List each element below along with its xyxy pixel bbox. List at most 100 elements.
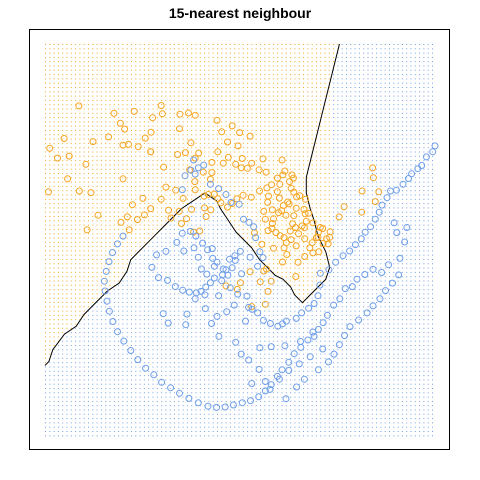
grid-dot xyxy=(139,435,141,437)
grid-dot xyxy=(152,345,154,346)
grid-dot xyxy=(195,211,197,213)
grid-dot xyxy=(212,194,214,196)
grid-dot xyxy=(88,74,89,76)
grid-dot xyxy=(182,224,184,226)
grid-dot xyxy=(182,276,184,278)
grid-dot xyxy=(131,422,132,424)
grid-dot xyxy=(152,289,154,291)
grid-dot xyxy=(92,99,94,101)
grid-dot xyxy=(49,108,51,110)
grid-dot xyxy=(255,173,257,174)
grid-dot xyxy=(75,357,77,359)
grid-dot xyxy=(169,142,171,144)
grid-dot xyxy=(251,52,253,54)
grid-dot xyxy=(109,400,111,402)
grid-dot xyxy=(204,177,206,179)
grid-dot xyxy=(118,185,120,187)
grid-dot xyxy=(182,379,184,381)
grid-dot xyxy=(255,405,257,407)
grid-dot xyxy=(53,48,55,50)
grid-dot xyxy=(204,426,206,428)
grid-dot xyxy=(182,297,184,299)
grid-dot xyxy=(131,345,132,346)
grid-dot xyxy=(92,409,94,411)
grid-dot xyxy=(178,147,180,149)
grid-dot xyxy=(260,345,261,346)
grid-dot xyxy=(156,190,158,192)
grid-dot xyxy=(229,78,231,80)
grid-dot xyxy=(161,228,163,230)
grid-dot xyxy=(242,319,244,321)
grid-dot xyxy=(229,177,231,179)
grid-dot xyxy=(45,332,46,334)
grid-dot xyxy=(135,271,137,273)
grid-dot xyxy=(268,194,270,196)
grid-dot xyxy=(79,280,81,282)
grid-dot xyxy=(126,104,128,106)
grid-dot xyxy=(242,370,244,372)
grid-dot xyxy=(225,327,227,329)
grid-dot xyxy=(109,61,111,63)
grid-dot xyxy=(229,164,231,166)
grid-dot xyxy=(49,388,51,389)
grid-dot xyxy=(79,259,81,260)
grid-dot xyxy=(277,151,279,153)
grid-dot xyxy=(53,74,55,76)
grid-dot xyxy=(238,134,240,136)
grid-dot xyxy=(135,117,137,119)
grid-dot xyxy=(122,392,124,394)
grid-dot xyxy=(186,65,188,67)
grid-dot xyxy=(195,87,197,88)
grid-dot xyxy=(255,117,257,119)
grid-dot xyxy=(135,297,137,299)
grid-dot xyxy=(174,220,175,222)
grid-dot xyxy=(49,173,51,174)
grid-dot xyxy=(49,284,51,286)
grid-dot xyxy=(105,340,107,342)
grid-dot xyxy=(45,375,46,377)
grid-dot xyxy=(45,138,46,140)
grid-dot xyxy=(238,353,240,355)
grid-dot xyxy=(268,44,270,45)
grid-dot xyxy=(182,409,184,411)
grid-dot xyxy=(161,125,163,127)
grid-dot xyxy=(260,302,261,303)
grid-dot xyxy=(204,117,206,119)
grid-dot xyxy=(57,241,59,243)
grid-dot xyxy=(264,405,266,407)
grid-dot xyxy=(143,125,145,127)
grid-dot xyxy=(49,87,51,88)
grid-dot xyxy=(199,56,201,58)
grid-dot xyxy=(100,246,102,248)
grid-dot xyxy=(186,168,188,170)
grid-dot xyxy=(247,284,249,286)
grid-dot xyxy=(53,435,55,437)
grid-dot xyxy=(217,314,218,316)
grid-dot xyxy=(182,353,184,355)
grid-dot xyxy=(66,155,68,157)
grid-dot xyxy=(70,357,72,359)
grid-dot xyxy=(247,138,249,140)
grid-dot xyxy=(225,237,227,239)
grid-dot xyxy=(238,130,240,131)
grid-dot xyxy=(45,392,46,394)
grid-dot xyxy=(126,267,128,269)
grid-dot xyxy=(191,246,193,248)
grid-dot xyxy=(221,87,223,88)
grid-dot xyxy=(152,151,154,153)
grid-dot xyxy=(191,160,193,162)
grid-dot xyxy=(169,151,171,153)
grid-dot xyxy=(268,392,270,394)
grid-dot xyxy=(152,426,154,428)
grid-dot xyxy=(182,250,184,252)
grid-dot xyxy=(251,349,253,351)
grid-dot xyxy=(100,228,102,230)
grid-dot xyxy=(264,211,266,213)
grid-dot xyxy=(66,340,68,342)
grid-dot xyxy=(156,216,158,217)
grid-dot xyxy=(277,142,279,144)
grid-dot xyxy=(225,336,227,338)
grid-dot xyxy=(191,400,193,402)
grid-dot xyxy=(122,349,124,351)
grid-dot xyxy=(122,383,124,385)
